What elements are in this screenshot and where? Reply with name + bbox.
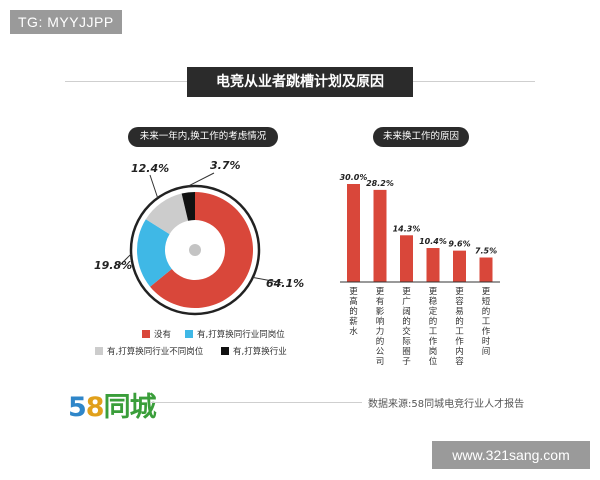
bar-value-label: 7.5%	[475, 247, 497, 256]
bar	[400, 235, 413, 282]
donut-center-dot	[189, 244, 201, 256]
legend-item-no: 没有	[142, 328, 171, 340]
donut-slice-1	[137, 219, 172, 287]
watermark-tag: TG: MYYJJPP	[10, 10, 122, 34]
bar-value-label: 28.2%	[366, 179, 394, 188]
legend-item-diff-role: 有,打算换同行业不同岗位	[95, 345, 203, 357]
bar	[479, 257, 493, 282]
slice-value-label: 3.7%	[210, 159, 241, 172]
bar	[373, 189, 387, 282]
slice-value-label: 19.8%	[94, 259, 132, 272]
category-label: 更短的工作时间	[482, 287, 491, 357]
callout-line	[149, 174, 159, 199]
callout-line	[252, 276, 284, 284]
legend-label: 有,打算换同行业同岗位	[197, 330, 285, 340]
legend-label: 有,打算换行业	[233, 347, 287, 357]
title-divider-right	[413, 81, 535, 82]
slice-value-label: 64.1%	[266, 277, 304, 290]
brand-logo: 58同城	[68, 392, 157, 423]
footer-divider	[150, 402, 362, 403]
callout-line	[187, 172, 215, 187]
donut-chart-title: 未来一年内,换工作的考虑情况	[128, 127, 278, 147]
slice-value-label: 12.4%	[131, 162, 169, 175]
bar-chart-title: 未来换工作的原因	[373, 127, 469, 147]
bar	[453, 250, 466, 282]
title-divider-left	[65, 81, 187, 82]
donut-slice-2	[145, 193, 189, 235]
category-label: 更高的薪水	[349, 287, 358, 337]
category-label: 更稳定的工作岗位	[429, 287, 438, 367]
data-source: 数据来源:58同城电竞行业人才报告	[368, 399, 525, 410]
page-title: 电竞从业者跳槽计划及原因	[187, 67, 413, 97]
bar-value-label: 30.0%	[340, 173, 368, 182]
bar-value-label: 10.4%	[419, 237, 447, 246]
legend-swatch-gray	[95, 347, 103, 355]
category-label: 更容易的工作内容	[455, 287, 464, 367]
donut-outer-ring	[129, 184, 261, 316]
site-watermark: www.321sang.com	[432, 441, 590, 469]
legend-item-same-role: 有,打算换同行业同岗位	[185, 328, 285, 340]
legend-swatch-blue	[185, 330, 193, 338]
bar-value-label: 14.3%	[393, 224, 421, 233]
callout-line	[117, 253, 132, 268]
bar-value-label: 9.6%	[448, 240, 470, 249]
category-label: 更广阔的交际圈子	[402, 287, 411, 367]
bar	[426, 248, 440, 282]
donut-slice-0	[150, 192, 253, 308]
legend-swatch-black	[221, 347, 229, 355]
bar	[347, 184, 360, 282]
legend-label: 没有	[154, 330, 172, 340]
donut-slice-3	[181, 192, 195, 221]
legend-swatch-red	[142, 330, 150, 338]
category-label: 更有影响力的公司	[376, 287, 385, 367]
legend-item-change-industry: 有,打算换行业	[221, 345, 287, 357]
legend-label: 有,打算换同行业不同岗位	[107, 347, 204, 357]
